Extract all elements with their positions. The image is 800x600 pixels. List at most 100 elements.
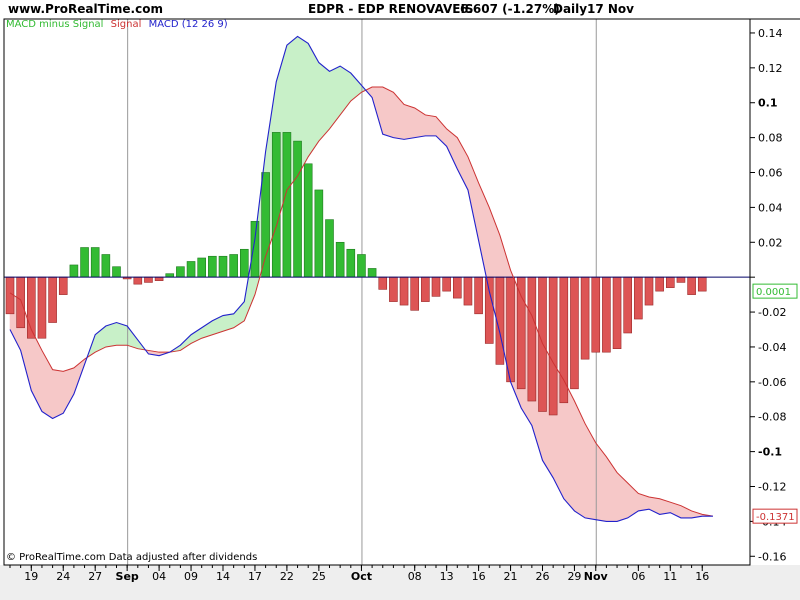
y-tick-label: 0.06 (758, 167, 783, 180)
histogram-bar (357, 254, 366, 278)
macd-last-value-box (752, 508, 798, 524)
y-tick-label: 0.02 (758, 236, 783, 249)
histogram-bar (399, 276, 409, 306)
x-tick-label: 29 (567, 570, 581, 583)
histogram-bar (208, 255, 217, 278)
histogram-bar (133, 276, 143, 285)
histogram-bar (271, 132, 281, 278)
histogram-bar (240, 248, 249, 278)
macd-last-value: -0.1371 (756, 512, 795, 523)
histogram-bar (250, 221, 260, 278)
y-tick-label: 0.08 (758, 132, 783, 145)
x-axis: 19 24 27 Sep 04 09 14 17 22 25 Oct 08 13 16 21 26 29 Nov 0… (0, 565, 800, 600)
histogram-bar (506, 276, 515, 383)
histogram-bar (229, 254, 238, 278)
histogram-bar (325, 219, 334, 278)
legend-signal: Signal (111, 19, 142, 30)
x-tick-label: Nov (584, 570, 609, 583)
histogram-bar (335, 241, 345, 278)
histogram-bar (48, 276, 57, 323)
histogram-bar (527, 276, 537, 402)
y-tick-label: -0.16 (758, 550, 786, 563)
y-tick-label: 0.12 (758, 62, 783, 75)
y-tick-label: -0.1 (758, 446, 782, 459)
macd-line (9, 35, 713, 522)
histogram-bar (442, 276, 451, 292)
histogram-bar (421, 276, 430, 302)
histogram-bar (410, 276, 420, 311)
histogram-bar (570, 276, 579, 390)
histogram-bar (218, 255, 228, 278)
histogram-bar (623, 276, 633, 334)
histogram-bar (687, 276, 696, 295)
histogram-bar (346, 248, 356, 278)
y-axis: 0.14 0.12 0.1 0.08 0.06 0.04 0.02 -0.02 -0.04 -0.… (750, 19, 800, 565)
histogram-bar (634, 276, 643, 320)
histogram-bar (591, 276, 601, 353)
site-name[interactable]: www.ProRealTime.com (8, 2, 163, 16)
histogram-bar (165, 273, 175, 278)
histogram-bar (58, 276, 68, 295)
signal-line (9, 86, 713, 517)
y-tick-label: -0.04 (758, 341, 786, 354)
histogram-bar (176, 266, 185, 278)
x-tick-label: 04 (152, 570, 166, 583)
histogram-bar (612, 276, 622, 349)
x-tick-label: 22 (280, 570, 294, 583)
x-tick-label: Sep (116, 570, 139, 583)
histogram-bar (101, 254, 111, 278)
y-tick-label: -0.08 (758, 411, 786, 424)
fill-segment (318, 61, 330, 142)
histogram-bar (644, 276, 654, 306)
histogram-bar (474, 276, 483, 315)
x-tick-label: 16 (695, 570, 709, 583)
y-tick-label: -0.06 (758, 376, 786, 389)
histogram-bar (484, 276, 494, 344)
histogram-bar (516, 276, 526, 390)
legend: MACD minus Signal Signal MACD (12 26 9) (6, 19, 228, 30)
x-tick-label: Oct (351, 570, 372, 583)
histogram-bar (261, 172, 270, 278)
histogram-bar (548, 276, 558, 416)
x-tick-label: 19 (24, 570, 38, 583)
histogram-last-value-box (752, 283, 798, 299)
histogram-bar (90, 247, 100, 278)
histogram-last-value: 0.0001 (756, 287, 791, 298)
histogram-bar (389, 276, 398, 302)
fill-segment (105, 322, 117, 348)
x-tick-label: 16 (472, 570, 486, 583)
instrument-title: EDPR - EDP RENOVAVEIS (308, 2, 474, 16)
histogram-bar (580, 276, 590, 360)
x-tick-label: 11 (663, 570, 677, 583)
chart-text: www.ProRealTime.com EDPR - EDP RENOVAVEI… (6, 2, 634, 563)
histogram-bar (282, 132, 292, 278)
legend-macd: MACD (12 26 9) (149, 19, 228, 30)
histogram-bar (293, 140, 302, 278)
plot-frame (3, 18, 800, 566)
histogram-bar (16, 276, 25, 329)
x-tick-label: 17 (248, 570, 262, 583)
x-axis-panel (0, 565, 800, 600)
quote-value: 6.607 (-1.27%) (460, 2, 560, 16)
histogram-bar (144, 276, 153, 283)
histogram-bar (697, 276, 707, 292)
y-tick-label: 0.04 (758, 201, 783, 214)
histogram-bar (314, 189, 324, 278)
histogram-bar (197, 257, 206, 278)
fill-segment (403, 104, 416, 140)
x-tick-label: 14 (216, 570, 230, 583)
fill-segment (52, 369, 64, 419)
x-tick-label: 06 (631, 570, 645, 583)
x-tick-label: 24 (56, 570, 70, 583)
x-tick-label: 09 (184, 570, 198, 583)
histogram-bar (80, 247, 89, 278)
fill-segment (425, 114, 437, 137)
legend-histogram: MACD minus Signal (6, 19, 103, 30)
histogram-bar (5, 276, 15, 315)
histogram-bar (665, 276, 675, 288)
histogram-bar (378, 276, 388, 290)
y-tick-label: -0.02 (758, 306, 786, 319)
x-tick-label: 26 (536, 570, 550, 583)
histogram-bar (452, 276, 462, 299)
